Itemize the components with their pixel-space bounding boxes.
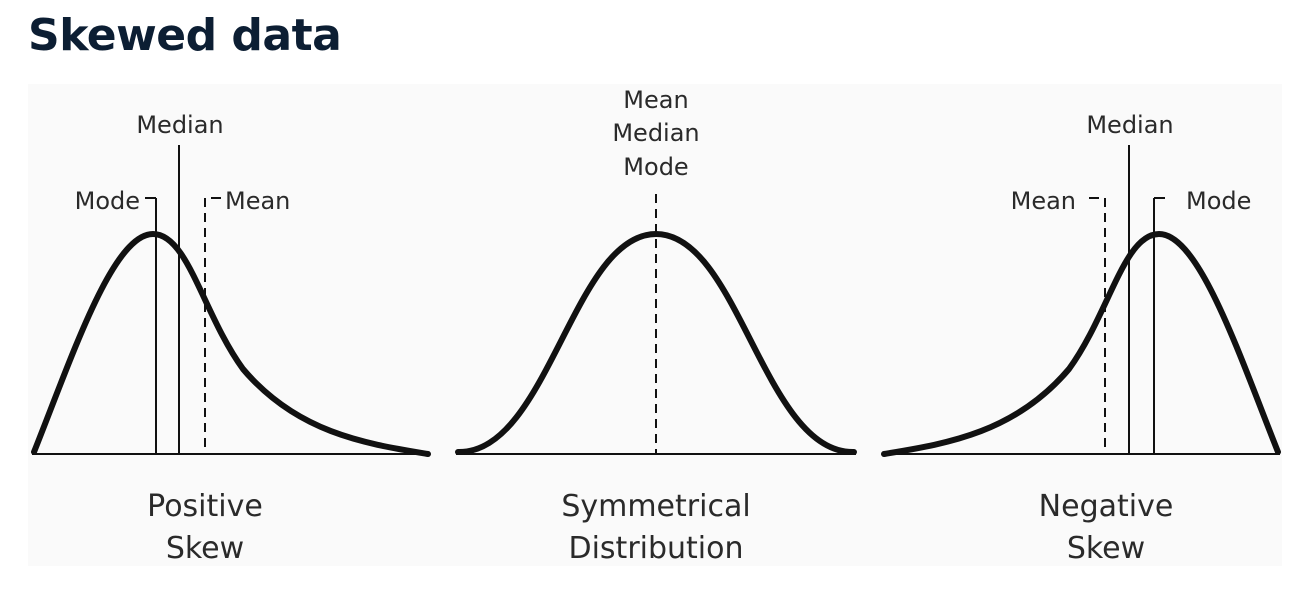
- mean-label: Mean: [623, 86, 688, 114]
- mode-label: Mode: [1186, 187, 1251, 215]
- caption-line-2: Distribution: [568, 531, 743, 566]
- caption-line-2: Skew: [166, 531, 244, 566]
- mode-label: Mode: [75, 187, 140, 215]
- mean-label: Mean: [1011, 187, 1076, 215]
- caption-line-2: Skew: [1067, 531, 1145, 566]
- median-label: Median: [612, 119, 699, 147]
- mode-label: Mode: [623, 153, 688, 181]
- distribution-curve: [455, 230, 857, 456]
- distribution-curve: [31, 230, 431, 457]
- caption-line-1: Symmetrical: [561, 489, 750, 524]
- mean-label: Mean: [225, 187, 290, 215]
- caption-line-1: Positive: [147, 489, 263, 524]
- median-label: Median: [1086, 111, 1173, 139]
- skew-diagram: Mode Median Mean Positive Skew Mean Medi…: [28, 84, 1282, 566]
- panel-negative-skew: Mean Median Mode Negative Skew: [881, 111, 1281, 566]
- panel-positive-skew: Mode Median Mean Positive Skew: [31, 111, 431, 566]
- panel-symmetrical-distribution: Mean Median Mode Symmetrical Distributio…: [455, 86, 857, 566]
- caption-line-1: Negative: [1039, 489, 1174, 524]
- distribution-curve: [881, 230, 1281, 457]
- page-title: Skewed data: [28, 10, 342, 61]
- median-label: Median: [136, 111, 223, 139]
- skew-diagram-svg: Mode Median Mean Positive Skew Mean Medi…: [31, 86, 1281, 566]
